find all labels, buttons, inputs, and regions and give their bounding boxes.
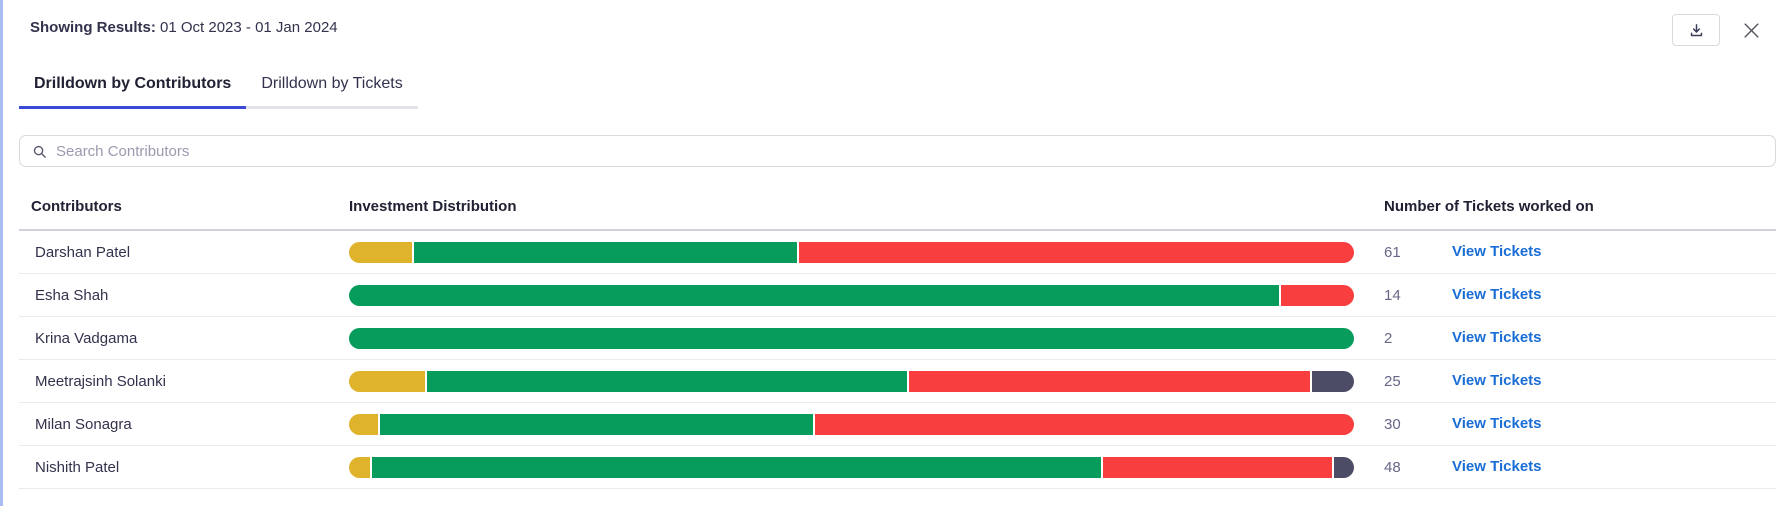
ticket-count: 30 xyxy=(1384,415,1401,433)
search-input[interactable] xyxy=(56,142,1763,160)
bar-segment-green xyxy=(349,327,1354,349)
view-tickets-link[interactable]: View Tickets xyxy=(1452,372,1542,389)
link-cell: View Tickets xyxy=(1432,372,1776,390)
bar-segment-yellow xyxy=(349,456,370,478)
header-actions xyxy=(1672,14,1776,46)
contributors-table: Contributors Investment Distribution Num… xyxy=(19,183,1776,489)
table-row: Darshan Patel 61 View Tickets xyxy=(19,231,1776,274)
table-body: Darshan Patel 61 View Tickets Esha Shah … xyxy=(19,231,1776,489)
bar-segment-red xyxy=(1280,284,1354,306)
bar-cell xyxy=(349,456,1354,478)
column-header-contributors: Contributors xyxy=(31,197,122,215)
column-header-number-of-tickets: Number of Tickets worked on xyxy=(1384,197,1594,215)
table-row: Milan Sonagra 30 View Tickets xyxy=(19,403,1776,446)
bar-segment-red xyxy=(815,413,1354,435)
investment-distribution-bar xyxy=(349,413,1354,435)
drilldown-panel: Showing Results: 01 Oct 2023 - 01 Jan 20… xyxy=(3,0,1792,489)
bar-segment-green xyxy=(380,413,814,435)
bar-cell xyxy=(349,284,1354,306)
download-button[interactable] xyxy=(1672,14,1720,46)
link-cell: View Tickets xyxy=(1432,329,1776,347)
investment-distribution-bar xyxy=(349,327,1354,349)
ticket-count: 61 xyxy=(1384,243,1401,261)
investment-distribution-bar xyxy=(349,370,1354,392)
bar-segment-green xyxy=(349,284,1279,306)
bar-segment-green xyxy=(414,241,798,263)
ticket-count: 48 xyxy=(1384,458,1401,476)
link-cell: View Tickets xyxy=(1432,243,1776,261)
view-tickets-link[interactable]: View Tickets xyxy=(1452,458,1542,475)
bar-segment-red xyxy=(909,370,1311,392)
table-row: Krina Vadgama 2 View Tickets xyxy=(19,317,1776,360)
showing-results-value: 01 Oct 2023 - 01 Jan 2024 xyxy=(160,19,338,36)
ticket-count: 14 xyxy=(1384,286,1401,304)
bar-cell xyxy=(349,241,1354,263)
bar-segment-yellow xyxy=(349,413,379,435)
close-button[interactable] xyxy=(1740,14,1762,46)
bar-cell xyxy=(349,327,1354,349)
view-tickets-link[interactable]: View Tickets xyxy=(1452,329,1542,346)
investment-distribution-bar xyxy=(349,241,1354,263)
bar-segment-yellow xyxy=(349,241,413,263)
contributor-name: Nishith Patel xyxy=(35,458,120,476)
close-icon xyxy=(1742,21,1761,40)
contributor-name: Darshan Patel xyxy=(35,243,131,261)
contributor-name: Milan Sonagra xyxy=(35,415,132,433)
showing-results-title: Showing Results: 01 Oct 2023 - 01 Jan 20… xyxy=(30,14,338,38)
tab-drilldown-by-tickets[interactable]: Drilldown by Tickets xyxy=(246,74,418,109)
bar-segment-red xyxy=(1103,456,1333,478)
table-row: Esha Shah 14 View Tickets xyxy=(19,274,1776,317)
ticket-count: 25 xyxy=(1384,372,1401,390)
showing-results-label: Showing Results: xyxy=(30,19,156,36)
view-tickets-link[interactable]: View Tickets xyxy=(1452,415,1542,432)
search-icon xyxy=(32,144,47,159)
bar-segment-dark xyxy=(1334,456,1354,478)
contributor-name: Esha Shah xyxy=(35,286,109,304)
link-cell: View Tickets xyxy=(1432,286,1776,304)
bar-cell xyxy=(349,413,1354,435)
bar-segment-green xyxy=(371,456,1102,478)
bar-segment-yellow xyxy=(349,370,425,392)
table-header-row: Contributors Investment Distribution Num… xyxy=(19,183,1776,231)
table-row: Meetrajsinh Solanki 25 View Tickets xyxy=(19,360,1776,403)
bar-segment-green xyxy=(426,370,908,392)
contributor-name: Meetrajsinh Solanki xyxy=(35,372,166,390)
contributor-name: Krina Vadgama xyxy=(35,329,138,347)
panel-header: Showing Results: 01 Oct 2023 - 01 Jan 20… xyxy=(19,0,1776,46)
bar-cell xyxy=(349,370,1354,392)
investment-distribution-bar xyxy=(349,284,1354,306)
view-tickets-link[interactable]: View Tickets xyxy=(1452,286,1542,303)
bar-segment-dark xyxy=(1312,370,1354,392)
search-box xyxy=(19,135,1776,167)
table-row: Nishith Patel 48 View Tickets xyxy=(19,446,1776,489)
view-tickets-link[interactable]: View Tickets xyxy=(1452,243,1542,260)
bar-segment-red xyxy=(799,241,1354,263)
investment-distribution-bar xyxy=(349,456,1354,478)
link-cell: View Tickets xyxy=(1432,415,1776,433)
column-header-investment-distribution: Investment Distribution xyxy=(349,197,517,215)
tab-bar: Drilldown by Contributors Drilldown by T… xyxy=(19,74,1776,109)
ticket-count: 2 xyxy=(1384,329,1393,347)
tab-drilldown-by-contributors[interactable]: Drilldown by Contributors xyxy=(19,74,247,109)
download-icon xyxy=(1688,22,1705,39)
link-cell: View Tickets xyxy=(1432,458,1776,476)
